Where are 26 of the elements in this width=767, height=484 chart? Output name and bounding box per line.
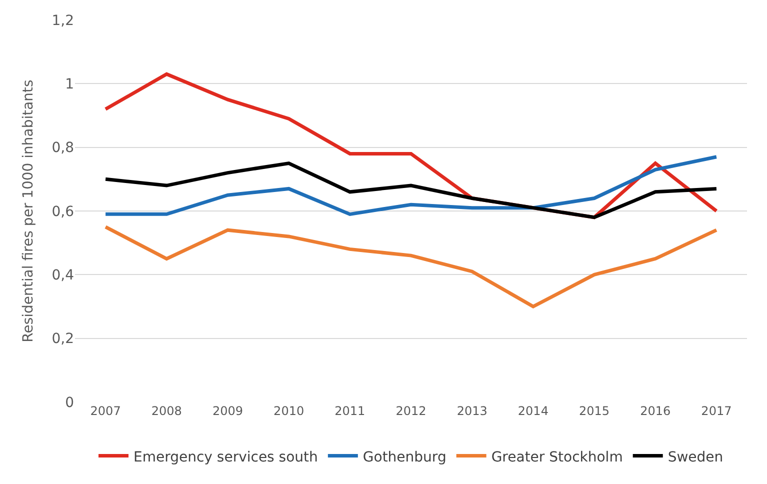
x-tick-label: 2015 <box>578 404 610 418</box>
x-tick-label: 2008 <box>151 404 182 418</box>
x-tick-label: 2007 <box>90 404 121 418</box>
x-tick-label: 2010 <box>274 404 304 418</box>
y-tick-label: 0,4 <box>52 268 74 284</box>
x-tick-label: 2014 <box>518 404 548 418</box>
y-axis-title: Residential fires per 1000 inhabitants <box>20 80 36 342</box>
y-tick-label: 0,6 <box>52 204 74 220</box>
x-tick-label: 2017 <box>701 404 732 418</box>
line-series <box>104 225 718 308</box>
legend-label: Gothenburg <box>362 449 446 466</box>
y-tick-label: 1 <box>65 76 74 93</box>
x-tick-label: 2011 <box>334 404 366 418</box>
line-series <box>104 155 718 216</box>
legend-label: Sweden <box>668 449 724 466</box>
legend-label: Emergency services south <box>134 449 318 466</box>
x-tick-label: 2009 <box>212 404 244 418</box>
line-series <box>104 162 718 220</box>
y-tick-label: 0 <box>65 394 74 411</box>
x-tick-label: 2012 <box>396 404 426 418</box>
y-tick-label: 1,2 <box>52 12 74 29</box>
x-tick-label: 2013 <box>456 404 488 418</box>
y-tick-label: 0,8 <box>52 140 74 156</box>
y-tick-label: 0,2 <box>52 331 74 348</box>
legend-label: Greater Stockholm <box>491 449 623 466</box>
x-tick-label: 2016 <box>640 404 671 418</box>
